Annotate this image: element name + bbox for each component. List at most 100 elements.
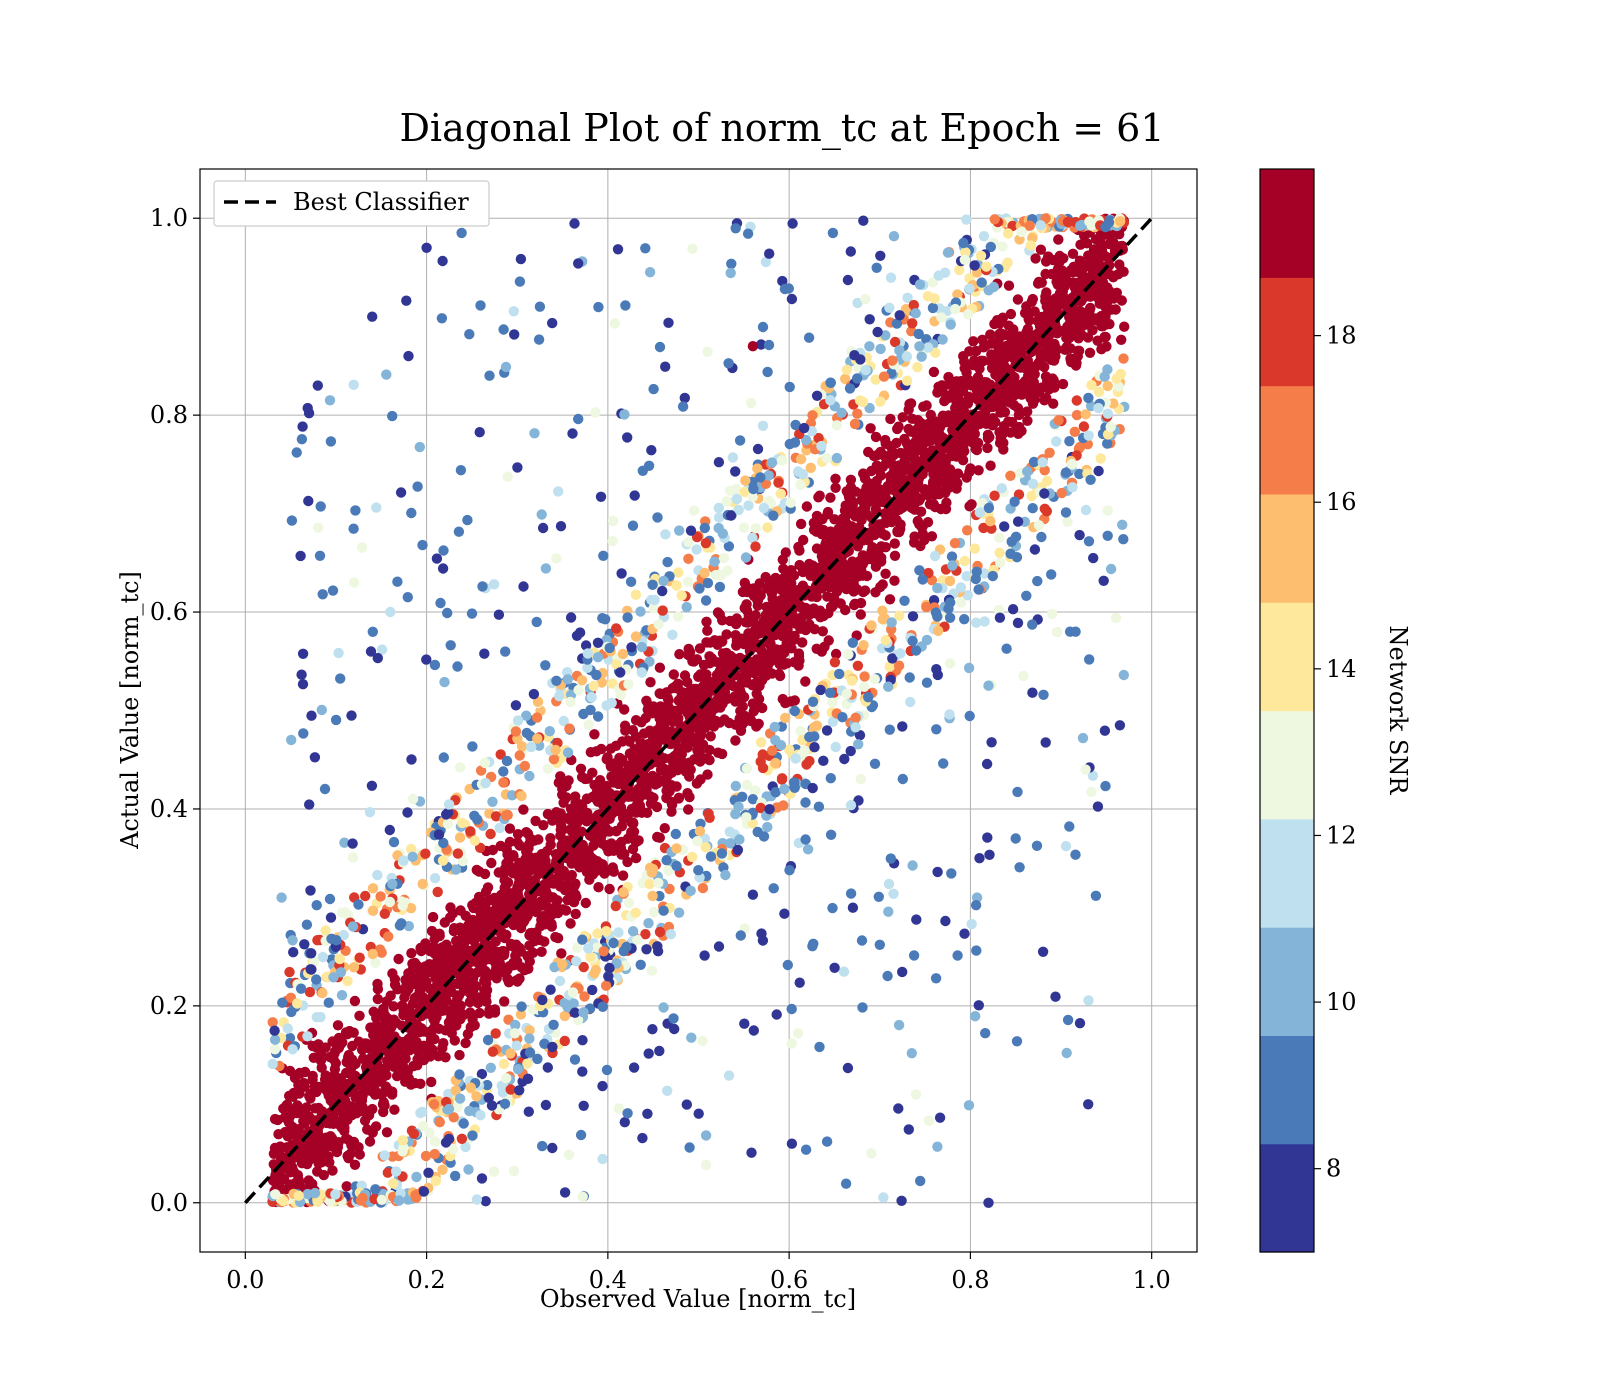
scatter-point: [343, 1049, 355, 1061]
scatter-point: [904, 672, 915, 683]
scatter-point: [357, 1192, 368, 1204]
scatter-point: [499, 996, 510, 1007]
scatter-point: [548, 1019, 559, 1030]
scatter-point: [766, 457, 778, 468]
scatter-point: [850, 486, 861, 497]
scatter-point: [646, 965, 658, 976]
scatter-point: [592, 637, 604, 648]
scatter-point: [405, 903, 417, 914]
scatter-point: [936, 380, 948, 391]
scatter-point: [789, 695, 800, 706]
scatter-point: [788, 570, 800, 581]
scatter-point: [822, 591, 833, 602]
scatter-point: [726, 258, 737, 269]
scatter-point: [1033, 520, 1045, 531]
scatter-point: [629, 765, 641, 776]
scatter-point: [822, 509, 833, 520]
scatter-point: [1064, 318, 1075, 330]
scatter-point: [665, 929, 677, 940]
scatter-point: [375, 891, 386, 902]
scatter-point: [802, 844, 814, 855]
scatter-point: [982, 442, 993, 454]
scatter-point: [968, 422, 980, 434]
scatter-point: [348, 523, 359, 534]
scatter-point: [859, 473, 871, 484]
scatter-point: [958, 237, 969, 249]
scatter-point: [1006, 370, 1018, 381]
scatter-point: [327, 1083, 339, 1094]
scatter-point: [349, 1059, 360, 1070]
scatter-point: [804, 731, 815, 743]
scatter-point: [909, 531, 920, 542]
scatter-point: [718, 552, 730, 564]
scatter-point: [935, 417, 946, 428]
scatter-point: [805, 462, 816, 473]
scatter-point: [688, 505, 700, 516]
scatter-point: [484, 370, 495, 381]
scatter-point: [536, 914, 547, 926]
scatter-point: [647, 579, 658, 590]
scatter-point: [972, 392, 984, 403]
scatter-point: [526, 741, 537, 753]
scatter-point: [865, 423, 876, 434]
scatter-point: [733, 801, 744, 812]
scatter-point: [533, 334, 545, 345]
scatter-point: [897, 773, 908, 785]
scatter-point: [978, 522, 989, 534]
scatter-point: [950, 303, 961, 315]
scatter-point: [1004, 397, 1015, 408]
scatter-point: [516, 741, 528, 752]
scatter-point: [970, 1011, 981, 1022]
scatter-point: [293, 1124, 304, 1135]
scatter-point: [272, 1114, 283, 1126]
scatter-point: [368, 1029, 379, 1041]
scatter-point: [683, 576, 694, 587]
scatter-point: [760, 256, 772, 268]
scatter-point: [521, 710, 532, 721]
scatter-point: [426, 992, 437, 1003]
scatter-point: [438, 837, 449, 849]
scatter-point: [871, 475, 882, 487]
scatter-point: [803, 332, 815, 343]
scatter-point: [275, 1152, 287, 1164]
scatter-point: [769, 721, 780, 733]
scatter-point: [907, 635, 918, 647]
scatter-point: [690, 722, 702, 733]
scatter-point: [514, 276, 526, 287]
scatter-point: [510, 726, 522, 737]
scatter-point: [311, 974, 322, 985]
scatter-point: [518, 804, 529, 815]
scatter-point: [388, 836, 400, 848]
scatter-point: [738, 522, 750, 533]
scatter-point: [833, 523, 844, 534]
scatter-point: [1033, 276, 1045, 288]
scatter-point: [825, 492, 836, 503]
scatter-point: [830, 482, 841, 493]
scatter-point: [622, 612, 633, 623]
scatter-point: [295, 550, 306, 562]
scatter-point: [764, 804, 775, 815]
scatter-point: [1067, 459, 1078, 470]
scatter-point: [960, 396, 972, 408]
scatter-point: [309, 1187, 321, 1199]
scatter-point: [520, 853, 531, 865]
scatter-point: [1111, 240, 1123, 252]
scatter-point: [949, 538, 961, 549]
scatter-point: [627, 843, 639, 855]
scatter-point: [747, 491, 758, 502]
scatter-point: [564, 814, 575, 825]
scatter-point: [847, 637, 858, 648]
scatter-point: [922, 342, 934, 353]
scatter-point: [347, 852, 359, 863]
scatter-point: [593, 301, 604, 313]
scatter-point: [1048, 398, 1059, 409]
scatter-point: [529, 428, 540, 439]
scatter-point: [777, 644, 788, 655]
scatter-point: [645, 677, 656, 688]
scatter-point: [921, 400, 932, 411]
scatter-point: [663, 695, 674, 706]
scatter-point: [619, 704, 630, 715]
scatter-point: [471, 1091, 482, 1102]
scatter-point: [770, 735, 781, 746]
scatter-point: [1111, 612, 1122, 624]
